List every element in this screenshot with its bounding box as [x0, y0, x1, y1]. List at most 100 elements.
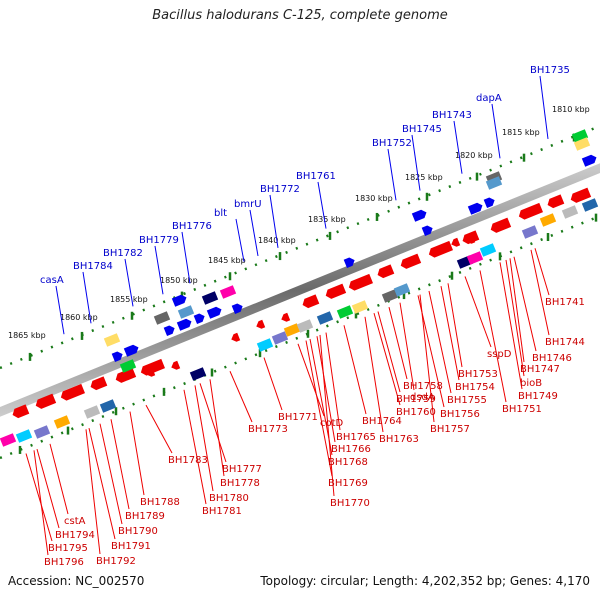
reverse-gene-arrow: [518, 202, 543, 220]
lower-label-connector: [199, 383, 227, 463]
gene-box: [296, 319, 314, 333]
lower-gene-label: BH1764: [362, 416, 402, 427]
gene-box: [561, 205, 579, 219]
reverse-gene-arrow: [171, 360, 181, 370]
gene-features: [0, 129, 599, 447]
forward-gene-arrow: [111, 351, 123, 363]
reverse-gene-arrow: [281, 312, 291, 322]
lower-label-connector: [509, 258, 525, 363]
lower-label-connector: [209, 379, 225, 477]
lower-gene-label: cstA: [64, 516, 86, 527]
reverse-gene-arrow: [60, 383, 85, 401]
upper-label-connector: [124, 258, 134, 307]
upper-label-connector: [154, 245, 164, 295]
lower-label-connector: [513, 256, 537, 352]
forward-gene-arrow: [231, 303, 243, 315]
gene-box: [0, 433, 17, 447]
lower-label-connector: [499, 262, 523, 390]
lower-label-connector: [377, 311, 401, 393]
reverse-gene-arrow: [302, 294, 320, 309]
kbp-tick-label: 1815 kbp: [502, 128, 540, 137]
upper-label-connector: [317, 181, 327, 229]
gene-box: [283, 323, 301, 337]
gene-box: [381, 289, 399, 303]
lower-label-connector: [145, 404, 173, 454]
lower-label-connector: [343, 325, 367, 415]
lower-gene-label: BH1781: [202, 506, 242, 517]
kbp-tick-label: 1845 kbp: [208, 256, 246, 265]
reverse-gene-arrow: [115, 367, 137, 383]
upper-label-connector: [491, 103, 501, 159]
gene-box: [351, 300, 369, 314]
lower-gene-label: BH1778: [220, 478, 260, 489]
gene-box: [177, 305, 195, 319]
forward-gene-arrow: [343, 257, 355, 269]
forward-gene-arrow: [206, 306, 222, 319]
kbp-tick-label: 1865 kbp: [8, 331, 46, 340]
lower-gene-label: BH1796: [44, 557, 84, 568]
reverse-gene-arrow: [490, 217, 512, 233]
lower-label-connector: [33, 450, 49, 556]
upper-gene-label: BH1761: [296, 171, 336, 182]
accession-text: Accession: NC_002570: [8, 574, 145, 588]
lower-gene-label: BH1763: [379, 434, 419, 445]
forward-gene-arrow: [483, 197, 495, 209]
lower-label-connector: [505, 259, 525, 377]
lower-gene-label: BH1755: [447, 395, 487, 406]
lower-label-connector: [534, 248, 550, 296]
kbp-tick-label: 1850 kbp: [160, 276, 198, 285]
gene-box: [153, 311, 171, 325]
lower-gene-label: BH1746: [532, 353, 572, 364]
gene-box: [99, 399, 117, 413]
reverse-gene-arrow: [325, 283, 347, 299]
lower-label-connector: [440, 286, 460, 381]
reverse-gene-arrow: [256, 319, 266, 329]
lower-label-connector: [99, 423, 123, 525]
lower-label-connector: [49, 443, 69, 515]
upper-gene-label: casA: [40, 275, 64, 286]
kbp-tick-label: 1825 kbp: [405, 173, 443, 182]
lower-gene-label: BH1770: [330, 498, 370, 509]
forward-gene-arrow: [467, 202, 483, 215]
reverse-gene-arrow: [400, 253, 422, 269]
upper-gene-label: blt: [214, 208, 227, 219]
lower-label-connector: [297, 343, 325, 417]
lower-gene-label: BH1754: [455, 382, 495, 393]
kbp-tick-label: 1855 kbp: [110, 295, 148, 304]
reverse-gene-arrow: [140, 358, 165, 376]
genome-backbone: [0, 163, 600, 417]
lower-label-connector: [479, 270, 507, 403]
gene-box: [581, 198, 599, 212]
lower-label-connector: [325, 332, 341, 431]
lower-gene-label: dsdA: [410, 392, 435, 403]
lower-gene-label: BH1791: [111, 541, 151, 552]
upper-labels: BH1735 dapA BH1743 BH1745 BH1752 BH1761 BH1772…: [40, 65, 570, 286]
upper-gene-label: BH1772: [260, 184, 300, 195]
gene-box: [53, 415, 71, 429]
reverse-gene-arrow: [428, 240, 453, 258]
reverse-gene-arrow: [348, 273, 373, 291]
gene-box: [256, 338, 274, 352]
kbp-tick-label: 1835 kbp: [308, 215, 346, 224]
upper-label-connector: [82, 271, 92, 324]
lower-label-connector: [447, 283, 463, 368]
reverse-gene-arrow: [146, 367, 156, 377]
upper-gene-label: BH1745: [402, 124, 442, 135]
reverse-gene-arrow: [547, 194, 565, 209]
lower-gene-label: BH1759: [396, 394, 436, 405]
lower-label-connector: [25, 453, 53, 542]
gene-box: [539, 213, 557, 227]
reverse-gene-arrow: [90, 376, 108, 391]
gene-box: [571, 129, 589, 143]
gene-box: [15, 429, 33, 443]
lower-label-connector: [428, 290, 452, 394]
gene-box: [33, 425, 51, 439]
upper-gene-label: BH1779: [139, 235, 179, 246]
lower-label-connector: [316, 336, 336, 443]
gene-box: [466, 251, 484, 265]
lower-label-connector: [419, 294, 435, 423]
lower-gene-label: BH1788: [140, 497, 180, 508]
lower-gene-label: BH1741: [545, 297, 585, 308]
upper-label-connector: [55, 285, 65, 335]
upper-gene-label: bmrU: [234, 199, 262, 210]
